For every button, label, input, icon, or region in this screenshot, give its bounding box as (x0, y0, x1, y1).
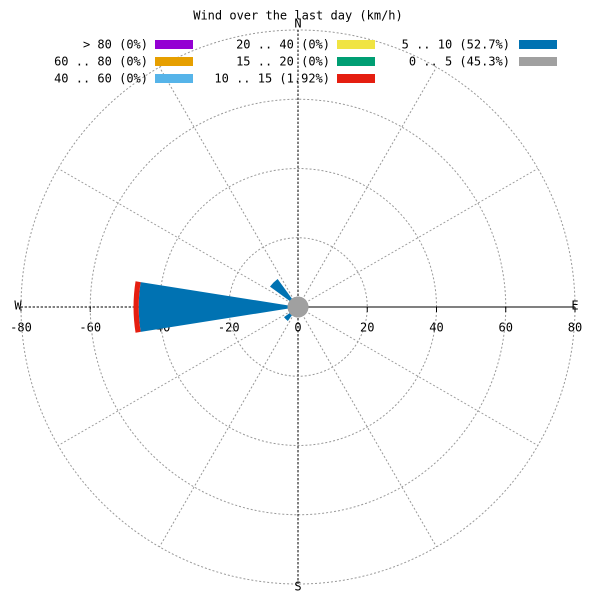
legend-swatch (155, 40, 193, 49)
wedge-segment (269, 278, 292, 301)
legend-swatch (519, 57, 557, 66)
legend-swatch (337, 40, 375, 49)
wedge-segment (138, 282, 288, 332)
legend-swatch (155, 57, 193, 66)
compass-label: N (294, 17, 301, 31)
x-tick-label: -20 (218, 321, 240, 335)
spoke (159, 66, 299, 308)
legend-label: 60 .. 80 (0%) (54, 55, 148, 69)
x-tick-label: 20 (360, 321, 374, 335)
legend-swatch (337, 57, 375, 66)
legend-label: 20 .. 40 (0%) (236, 38, 330, 52)
compass-label: E (571, 299, 578, 313)
calm-circle (287, 296, 309, 318)
x-tick-label: 60 (499, 321, 513, 335)
chart-title: Wind over the last day (km/h) (193, 9, 403, 23)
compass-label: W (14, 299, 22, 313)
legend-label: 10 .. 15 (1.92%) (214, 72, 330, 86)
legend-label: > 80 (0%) (83, 38, 148, 52)
legend-label: 15 .. 20 (0%) (236, 55, 330, 69)
x-tick-label: 40 (429, 321, 443, 335)
legend-swatch (519, 40, 557, 49)
spoke (57, 168, 299, 308)
legend-label: 0 .. 5 (45.3%) (409, 55, 510, 69)
x-tick-label: -80 (10, 321, 32, 335)
legend-label: 5 .. 10 (52.7%) (402, 38, 510, 52)
legend-label: 40 .. 60 (0%) (54, 72, 148, 86)
compass-label: S (294, 580, 301, 594)
legend-swatch (155, 74, 193, 83)
x-tick-label: 80 (568, 321, 582, 335)
x-tick-label: -60 (79, 321, 101, 335)
wedge-segment (133, 281, 141, 333)
legend-swatch (337, 74, 375, 83)
wedge-segment (283, 313, 292, 322)
